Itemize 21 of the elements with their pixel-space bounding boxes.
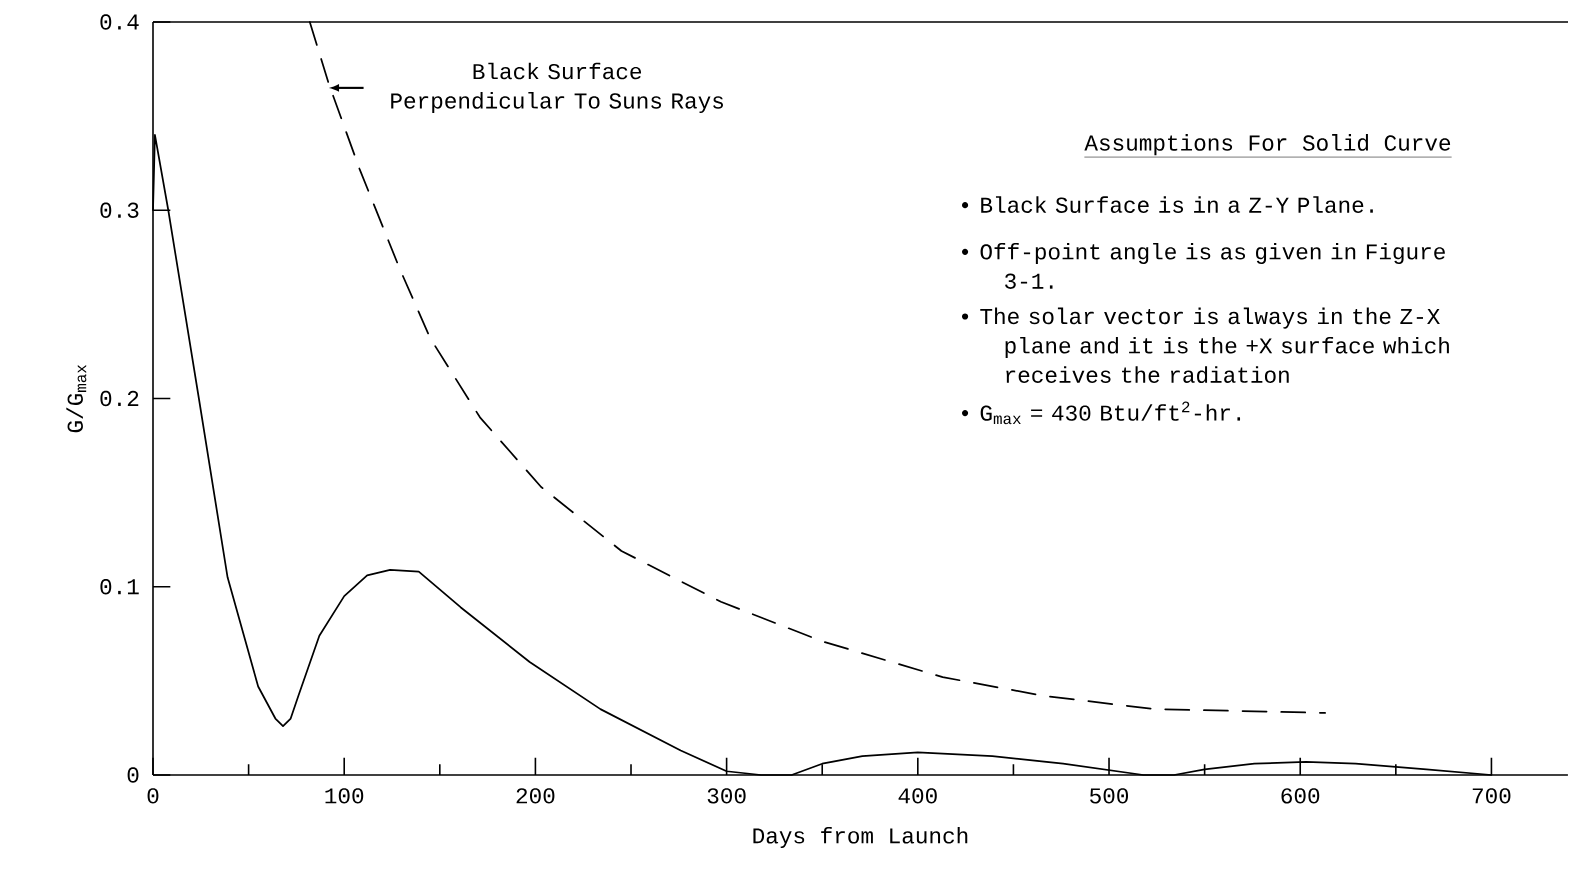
annotation: Black Surface Perpendicular To Suns Rays	[391, 62, 723, 114]
x-tick-label: 500	[1090, 788, 1129, 804]
y-tick-label: 0.4	[100, 14, 139, 30]
y-tick-label: 0.2	[100, 390, 139, 407]
annotation: • Black Surface is in a Z-Y Plane.	[962, 196, 1373, 213]
y-tick-label: 0.1	[100, 579, 139, 595]
y-tick-label: 0	[127, 767, 139, 783]
annotation: • The solar vector is always in the Z-X plane and it is the +X surface which receives the radiation	[962, 307, 1449, 383]
x-axis-title: Days from Launch	[753, 826, 968, 849]
x-tick-label: 100	[325, 788, 364, 804]
x-tick-label: 0	[147, 788, 159, 804]
y-axis-title: G/G$_{max}$	[66, 364, 87, 433]
x-tick-label: 200	[516, 788, 555, 804]
x-tick-label: 400	[898, 788, 937, 804]
x-tick-label: 300	[707, 788, 746, 804]
annotation: • G$_{max}$ = 430 Btu/ft$^{2}$-hr.	[962, 401, 1241, 425]
annotation: • Off-point angle is as given in Figure 3-1.	[962, 242, 1445, 289]
x-tick-label: 600	[1281, 788, 1320, 804]
annotation: Assumptions For Solid Curve	[1084, 134, 1451, 156]
y-tick-label: 0.3	[100, 202, 139, 218]
x-tick-label: 700	[1472, 788, 1511, 804]
